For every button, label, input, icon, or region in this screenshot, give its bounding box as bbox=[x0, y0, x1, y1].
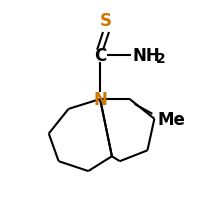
Text: N: N bbox=[93, 91, 107, 109]
Text: 2: 2 bbox=[156, 51, 166, 65]
Text: Me: Me bbox=[157, 110, 185, 128]
Text: S: S bbox=[100, 12, 112, 30]
Text: NH: NH bbox=[133, 47, 160, 64]
Text: C: C bbox=[94, 47, 106, 64]
